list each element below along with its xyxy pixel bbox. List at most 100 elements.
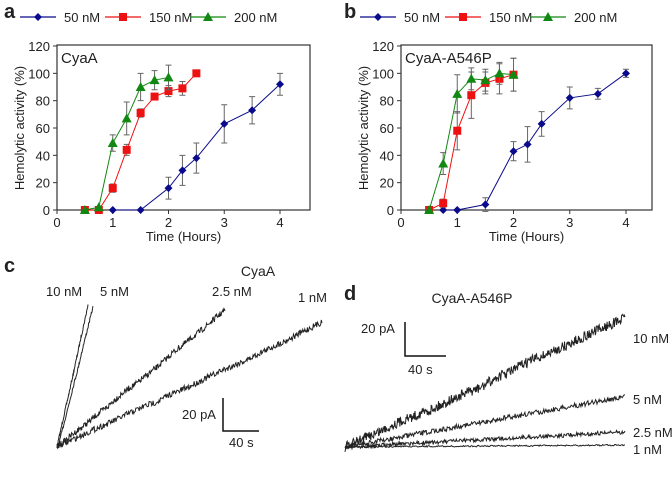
data-point: [466, 73, 477, 83]
data-point: [178, 166, 187, 175]
y-tick-label: 120: [28, 39, 50, 54]
data-point: [276, 80, 284, 89]
chart-title: CyaA-A546P: [405, 50, 492, 67]
x-tick-label: 4: [276, 215, 283, 230]
legend-label: 150 nM: [149, 10, 192, 25]
data-point: [149, 75, 160, 85]
legend-label: 200 nM: [234, 10, 277, 25]
legend-label: 50 nM: [64, 10, 100, 25]
data-point: [150, 92, 159, 101]
data-point: [593, 89, 602, 98]
x-tick-label: 4: [622, 215, 629, 230]
trace-5nM: [344, 394, 625, 450]
chart-a: 0 20 40 60 80 100 120 0 1 2 3 4 Time (Hours) Hemolyti…: [12, 10, 311, 244]
trace-label: 10 nM: [633, 331, 669, 346]
y-tick-label: 60: [36, 121, 50, 136]
data-point: [622, 69, 630, 78]
series-line: [112, 83, 281, 211]
data-point: [467, 91, 476, 100]
y-tick-label: 0: [387, 203, 394, 218]
y-tick-label: 80: [36, 94, 50, 109]
x-tick-label: 2: [510, 215, 517, 230]
y-tick-label: 40: [36, 148, 50, 163]
y-tick-label: 100: [372, 66, 394, 81]
data-point: [508, 69, 519, 79]
legend-label: 50 nM: [404, 10, 440, 25]
data-point: [565, 93, 574, 102]
scale-bar: [404, 322, 446, 357]
trace-label: 1 nM: [633, 442, 662, 457]
data-point: [439, 206, 448, 214]
data-point: [108, 206, 117, 214]
scale-bar: [222, 398, 259, 432]
traces-c-title: CyaA: [241, 263, 276, 279]
traces-d-title: CyaA-A546P: [432, 290, 513, 306]
data-point: [481, 200, 490, 209]
x-tick-label: 1: [109, 215, 116, 230]
data-point: [164, 184, 173, 193]
data-point: [248, 106, 257, 115]
data-point: [108, 184, 117, 193]
trace-1nM: [344, 443, 626, 449]
traces-d: CyaA-A546P 10 nM 5 nM 2.5 nM 1 nM 20 pA …: [344, 290, 672, 457]
y-tick-label: 120: [372, 39, 394, 54]
y-axis-label: Hemolytic activity (%): [356, 66, 371, 190]
data-point: [220, 119, 229, 128]
legend-marker: [119, 13, 127, 21]
panel-label-d: d: [344, 283, 356, 305]
x-tick-label: 2: [165, 215, 172, 230]
data-point: [192, 154, 201, 163]
trace-label: 5 nM: [100, 284, 129, 299]
data-point: [537, 119, 546, 128]
legend-marker: [459, 13, 467, 21]
scale-current: 20 pA: [361, 321, 395, 336]
trace-label: 2.5 nM: [633, 425, 672, 440]
traces-c: CyaA 10 nM 5 nM 2.5 nM 1 nM 20 pA 40 s: [46, 263, 327, 450]
x-axis-label: Time (Hours): [146, 229, 221, 244]
data-point: [192, 69, 201, 78]
data-point: [122, 145, 131, 154]
legend-marker: [543, 12, 553, 21]
scale-current: 20 pA: [182, 407, 216, 422]
panel-label-a: a: [4, 1, 16, 23]
trace-label: 1 nM: [298, 290, 327, 305]
data-point: [480, 75, 491, 85]
x-tick-label: 1: [454, 215, 461, 230]
y-tick-label: 80: [380, 94, 394, 109]
data-point: [163, 72, 174, 82]
data-point: [135, 82, 146, 91]
trace-2.5nM: [56, 307, 226, 448]
trace-label: 2.5 nM: [212, 284, 252, 299]
data-point: [494, 68, 505, 78]
x-tick-label: 0: [53, 215, 60, 230]
panel-label-c: c: [4, 255, 15, 277]
data-point: [453, 206, 462, 214]
data-point: [424, 205, 435, 214]
x-tick-label: 3: [566, 215, 573, 230]
data-point: [178, 84, 187, 93]
y-axis-label: Hemolytic activity (%): [12, 66, 27, 190]
data-point: [136, 206, 145, 214]
scale-time: 40 s: [408, 362, 433, 377]
panel-label-b: b: [344, 1, 356, 23]
scale-time: 40 s: [229, 435, 254, 450]
data-point: [509, 147, 518, 156]
legend-marker: [34, 13, 42, 21]
data-point: [136, 108, 145, 117]
legend-marker: [203, 12, 213, 21]
plot-frame: [400, 44, 653, 211]
trace-10nM: [56, 304, 89, 449]
legend-label: 200 nM: [574, 10, 617, 25]
legend-marker: [374, 13, 382, 21]
chart-title: CyaA: [61, 50, 98, 67]
y-tick-label: 20: [36, 176, 50, 191]
trace-1nM: [56, 319, 323, 450]
data-point: [93, 202, 104, 212]
y-tick-label: 100: [28, 66, 50, 81]
trace-label: 10 nM: [46, 284, 82, 299]
data-point: [164, 87, 173, 96]
data-point: [452, 88, 463, 98]
y-tick-label: 60: [380, 121, 394, 136]
trace-label: 5 nM: [633, 392, 662, 407]
